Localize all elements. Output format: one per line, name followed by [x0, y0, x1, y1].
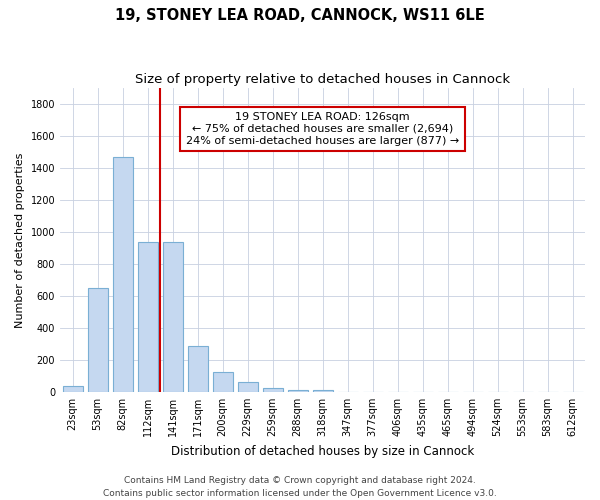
Bar — [313, 390, 332, 392]
Y-axis label: Number of detached properties: Number of detached properties — [15, 152, 25, 328]
Bar — [113, 157, 133, 392]
Text: 19, STONEY LEA ROAD, CANNOCK, WS11 6LE: 19, STONEY LEA ROAD, CANNOCK, WS11 6LE — [115, 8, 485, 22]
Text: 19 STONEY LEA ROAD: 126sqm
← 75% of detached houses are smaller (2,694)
24% of s: 19 STONEY LEA ROAD: 126sqm ← 75% of deta… — [186, 112, 459, 146]
Bar — [287, 390, 308, 392]
Bar — [238, 382, 257, 392]
Bar — [88, 288, 107, 392]
Bar — [163, 242, 182, 392]
Title: Size of property relative to detached houses in Cannock: Size of property relative to detached ho… — [135, 72, 510, 86]
Bar — [263, 388, 283, 392]
Bar — [212, 372, 233, 392]
Text: Contains HM Land Registry data © Crown copyright and database right 2024.
Contai: Contains HM Land Registry data © Crown c… — [103, 476, 497, 498]
Bar — [62, 386, 83, 392]
Bar — [188, 346, 208, 392]
Bar — [137, 242, 158, 392]
X-axis label: Distribution of detached houses by size in Cannock: Distribution of detached houses by size … — [171, 444, 474, 458]
